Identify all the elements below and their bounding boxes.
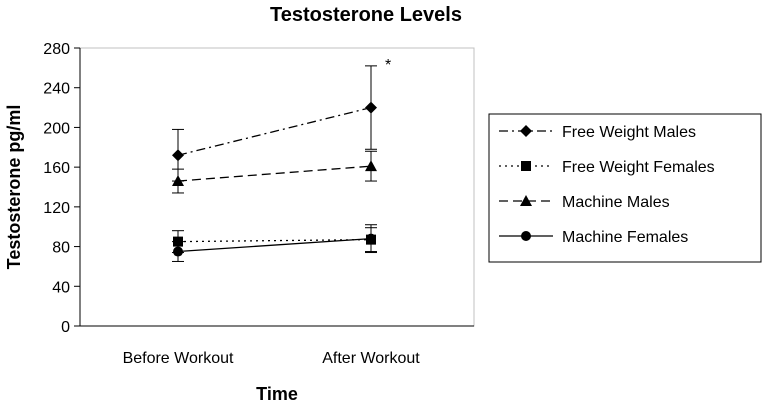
- y-tick-label: 160: [43, 160, 70, 177]
- legend-label: Machine Females: [562, 229, 688, 246]
- series-2: [172, 150, 377, 194]
- data-point: [172, 149, 184, 162]
- y-axis-ticks: 0 40 80 120 160 200 240 280: [43, 41, 80, 336]
- legend: Free Weight Males Free Weight Females Mach…: [488, 113, 762, 263]
- legend-marker: [520, 195, 532, 206]
- y-tick-label: 80: [52, 240, 70, 257]
- data-point: [172, 175, 184, 187]
- y-axis-label: Testosterone pg/ml: [4, 105, 24, 270]
- series-layer: [172, 65, 377, 262]
- significance-annotation: *: [385, 57, 391, 74]
- legend-marker: [520, 125, 532, 137]
- data-point: [366, 233, 376, 244]
- plot-area: [79, 47, 475, 327]
- series-3: [172, 224, 377, 262]
- x-axis-ticks: Before Workout After Workout: [123, 350, 421, 367]
- series-line: [177, 238, 372, 243]
- legend-label: Free Weight Males: [562, 124, 696, 141]
- legend-label: Free Weight Females: [562, 159, 715, 176]
- y-tick-label: 0: [61, 319, 70, 336]
- x-tick-label: After Workout: [322, 350, 420, 367]
- legend-label: Machine Males: [562, 194, 670, 211]
- y-tick-label: 280: [43, 41, 70, 58]
- y-tick-label: 200: [43, 120, 70, 137]
- series-0: [172, 65, 377, 182]
- y-tick-label: 40: [52, 279, 70, 296]
- x-axis-label: Time: [256, 384, 298, 403]
- chart-title: Testosterone Levels: [270, 4, 462, 26]
- data-point: [365, 160, 377, 172]
- series-line: [177, 237, 372, 253]
- legend-box: [488, 113, 762, 263]
- series-line: [177, 106, 372, 156]
- y-tick-label: 120: [43, 200, 70, 217]
- x-tick-label: Before Workout: [123, 350, 234, 367]
- series-line: [177, 165, 372, 182]
- data-point: [173, 246, 183, 257]
- legend-marker: [521, 161, 531, 171]
- data-point: [365, 101, 377, 114]
- legend-marker: [521, 231, 531, 241]
- y-tick-label: 240: [43, 81, 70, 98]
